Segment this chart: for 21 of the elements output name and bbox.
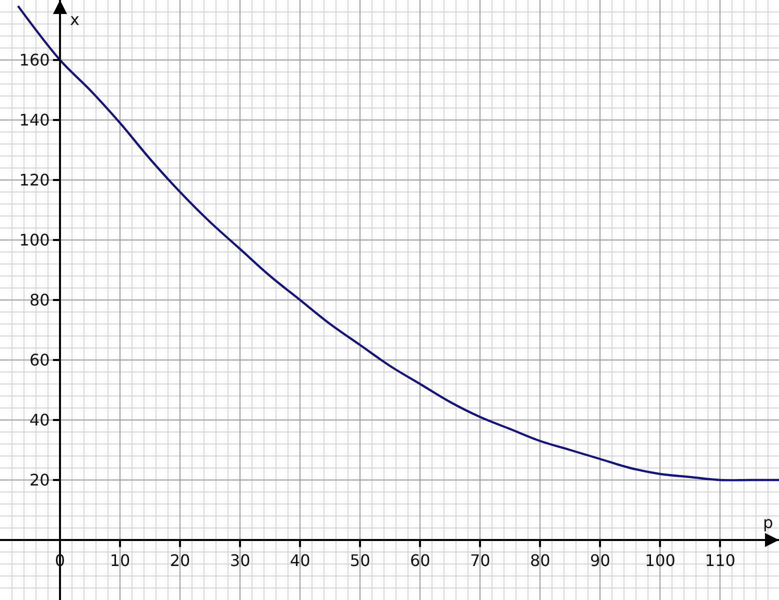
x-tick-label: 100 <box>644 551 676 570</box>
x-tick-label: 60 <box>410 551 430 570</box>
y-tick-label: 140 <box>19 110 50 130</box>
x-tick-label: 70 <box>470 551 490 570</box>
y-tick-label: 120 <box>19 170 50 190</box>
x-axis-title: p <box>763 513 774 532</box>
x-tick-label: 20 <box>170 551 190 570</box>
y-tick-label: 160 <box>19 50 50 70</box>
y-tick-label: 80 <box>29 290 50 310</box>
x-tick-label: 80 <box>530 551 550 570</box>
x-tick-label: 50 <box>350 551 370 570</box>
x-tick-label: 30 <box>230 551 250 570</box>
x-tick-label: 10 <box>110 551 130 570</box>
y-axis-title: x <box>70 10 80 29</box>
y-tick-label: 60 <box>29 350 50 370</box>
x-tick-label: 110 <box>704 551 736 570</box>
x-tick-label: 90 <box>590 551 610 570</box>
x-tick-label: 40 <box>290 551 310 570</box>
y-tick-label: 20 <box>29 470 50 490</box>
y-tick-label: 100 <box>19 230 50 250</box>
y-tick-label: 40 <box>29 410 50 430</box>
